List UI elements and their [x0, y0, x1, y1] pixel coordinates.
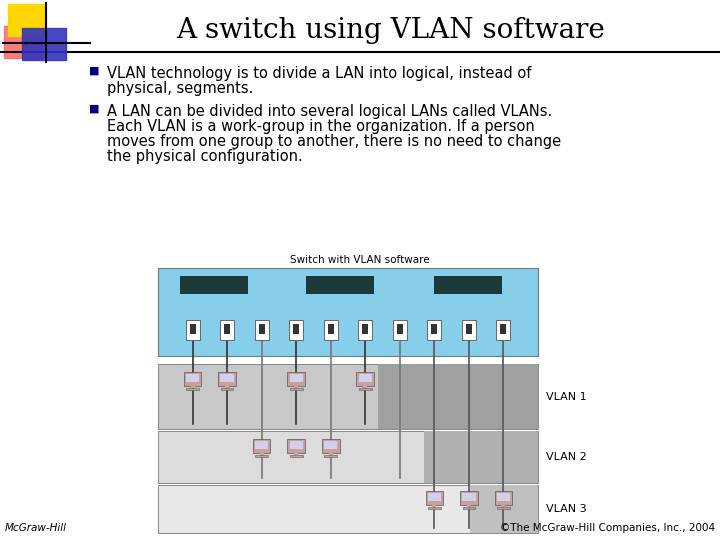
Text: the physical configuration.: the physical configuration. — [107, 149, 302, 164]
Bar — [364, 386, 367, 388]
Bar — [158, 268, 538, 356]
Bar — [158, 364, 538, 429]
Bar — [501, 504, 505, 507]
Bar — [191, 386, 194, 388]
Bar — [289, 455, 302, 457]
Bar — [431, 324, 437, 334]
Bar — [180, 276, 248, 294]
Bar — [184, 372, 202, 386]
Bar — [186, 320, 199, 340]
Bar — [497, 320, 510, 340]
Bar — [469, 485, 538, 533]
Text: ■: ■ — [89, 104, 99, 114]
Bar — [462, 320, 476, 340]
Bar — [328, 324, 334, 334]
Bar — [433, 504, 436, 507]
Bar — [306, 276, 374, 294]
Bar — [218, 372, 236, 386]
Bar — [428, 492, 441, 501]
Bar — [8, 4, 46, 36]
Bar — [158, 431, 538, 483]
Bar — [324, 320, 338, 340]
Text: ©The McGraw-Hill Companies, Inc., 2004: ©The McGraw-Hill Companies, Inc., 2004 — [500, 523, 715, 533]
Bar — [497, 507, 510, 509]
Bar — [428, 320, 441, 340]
Bar — [460, 491, 477, 504]
Bar — [495, 491, 512, 504]
Bar — [322, 439, 340, 453]
Bar — [500, 324, 506, 334]
Bar — [255, 441, 269, 449]
Bar — [497, 492, 510, 501]
Bar — [362, 324, 368, 334]
Bar — [379, 364, 538, 429]
Bar — [224, 324, 230, 334]
Text: VLAN 3: VLAN 3 — [546, 504, 587, 514]
Bar — [397, 324, 402, 334]
Bar — [289, 441, 303, 449]
Bar — [359, 374, 372, 382]
Bar — [253, 439, 271, 453]
Text: VLAN 2: VLAN 2 — [546, 452, 587, 462]
Bar — [255, 455, 268, 457]
Text: VLAN technology is to divide a LAN into logical, instead of: VLAN technology is to divide a LAN into … — [107, 66, 531, 81]
Bar — [158, 485, 538, 533]
Bar — [356, 372, 374, 386]
Text: VLAN 1: VLAN 1 — [546, 392, 587, 402]
Text: McGraw-Hill: McGraw-Hill — [5, 523, 67, 533]
Bar — [255, 320, 269, 340]
Bar — [359, 320, 372, 340]
Bar — [225, 386, 229, 388]
Bar — [287, 372, 305, 386]
Bar — [289, 388, 302, 390]
Bar — [186, 388, 199, 390]
Bar — [467, 504, 471, 507]
Bar — [189, 324, 196, 334]
Bar — [359, 388, 372, 390]
Bar — [294, 453, 298, 455]
Text: A LAN can be divided into several logical LANs called VLANs.: A LAN can be divided into several logica… — [107, 104, 552, 119]
Bar — [289, 374, 303, 382]
Bar — [293, 324, 300, 334]
Bar — [462, 507, 475, 509]
Text: A switch using VLAN software: A switch using VLAN software — [176, 17, 604, 44]
Bar — [260, 453, 264, 455]
Bar — [393, 320, 407, 340]
Text: physical, segments.: physical, segments. — [107, 81, 253, 96]
Bar — [434, 276, 502, 294]
Text: moves from one group to another, there is no need to change: moves from one group to another, there i… — [107, 134, 561, 149]
Bar — [428, 507, 441, 509]
Bar — [466, 324, 472, 334]
Bar — [4, 26, 42, 58]
Bar — [220, 374, 234, 382]
Bar — [289, 320, 303, 340]
Bar — [426, 491, 444, 504]
Bar — [287, 439, 305, 453]
Bar — [220, 320, 234, 340]
Bar — [329, 453, 333, 455]
Bar — [258, 324, 265, 334]
Text: Switch with VLAN software: Switch with VLAN software — [290, 255, 430, 265]
Bar — [424, 431, 538, 483]
Text: Each VLAN is a work-group in the organization. If a person: Each VLAN is a work-group in the organiz… — [107, 119, 535, 134]
Bar — [221, 388, 233, 390]
Bar — [324, 441, 338, 449]
Text: ■: ■ — [89, 66, 99, 76]
Bar — [22, 28, 66, 60]
Bar — [294, 386, 298, 388]
Bar — [462, 492, 475, 501]
Bar — [324, 455, 337, 457]
Bar — [186, 374, 199, 382]
